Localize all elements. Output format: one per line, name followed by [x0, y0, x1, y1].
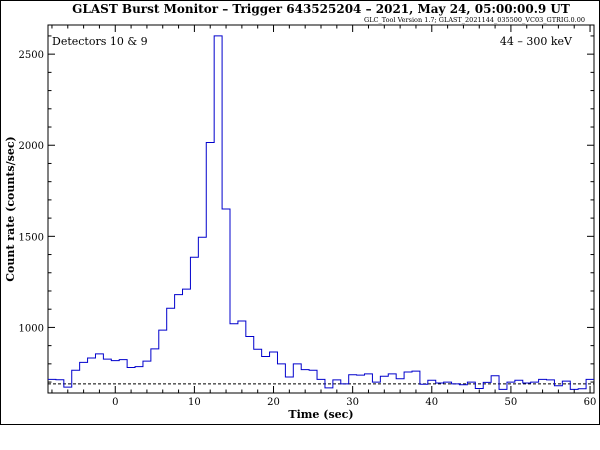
chart-title: GLAST Burst Monitor – Trigger 643525204 …: [72, 2, 570, 16]
x-tick-label: 50: [505, 397, 518, 408]
x-axis-label: Time (sec): [288, 408, 353, 421]
detectors-annotation: Detectors 10 & 9: [52, 35, 148, 48]
y-tick-label: 1500: [19, 232, 44, 243]
y-axis-label: Count rate (counts/sec): [4, 136, 17, 281]
x-tick-label: 20: [267, 397, 280, 408]
y-tick-label: 2000: [19, 141, 44, 152]
count-rate-series-line: [48, 35, 594, 390]
x-tick-label: 60: [584, 397, 597, 408]
chart-subtitle: GLC_Tool Version 1.7; GLAST_2021144_0355…: [364, 16, 585, 24]
x-tick-label: 10: [188, 397, 201, 408]
axis-ticks: 0 10 20 30 40 50 60 1000 1500 2000 2500: [19, 25, 597, 408]
x-tick-label: 40: [425, 397, 438, 408]
data-layer: [48, 35, 594, 390]
plot-area: [47, 24, 595, 394]
x-tick-label: 0: [112, 397, 118, 408]
energy-annotation: 44 – 300 keV: [500, 35, 573, 48]
y-tick-label: 1000: [19, 323, 44, 334]
y-tick-label: 2500: [19, 50, 44, 61]
x-tick-label: 30: [346, 397, 359, 408]
chart-frame: [0, 0, 600, 425]
